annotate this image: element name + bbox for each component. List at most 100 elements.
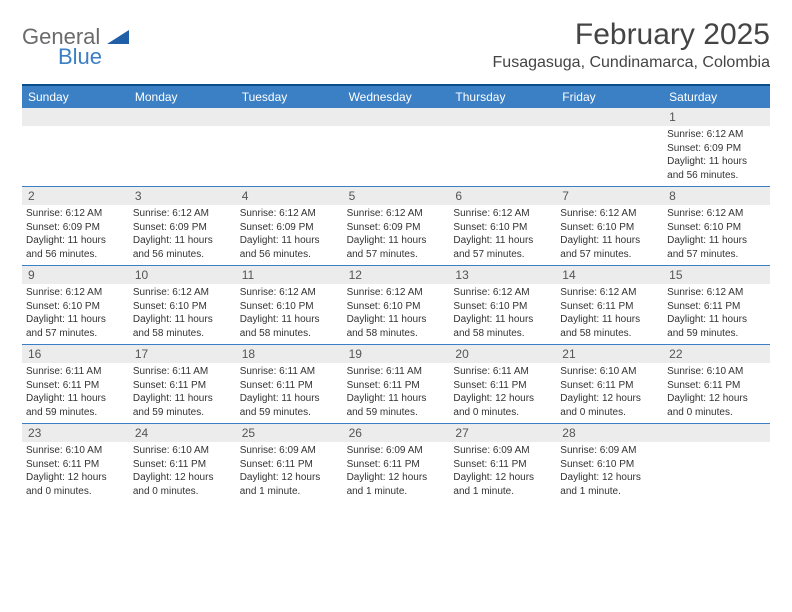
day-daylight1: Daylight: 11 hours bbox=[133, 313, 232, 327]
day-body: Sunrise: 6:11 AMSunset: 6:11 PMDaylight:… bbox=[129, 363, 236, 423]
day-number: 2 bbox=[22, 187, 129, 205]
day-number: 9 bbox=[22, 266, 129, 284]
day-sunrise: Sunrise: 6:11 AM bbox=[240, 365, 339, 379]
day-body: Sunrise: 6:12 AMSunset: 6:10 PMDaylight:… bbox=[449, 205, 556, 265]
day-body: Sunrise: 6:12 AMSunset: 6:10 PMDaylight:… bbox=[556, 205, 663, 265]
title-block: February 2025 Fusagasuga, Cundinamarca, … bbox=[493, 18, 770, 72]
day-daylight2: and 58 minutes. bbox=[560, 327, 659, 341]
day-daylight2: and 58 minutes. bbox=[240, 327, 339, 341]
day-daylight2: and 0 minutes. bbox=[560, 406, 659, 420]
day-cell bbox=[663, 424, 770, 502]
day-sunset: Sunset: 6:11 PM bbox=[453, 458, 552, 472]
day-daylight2: and 56 minutes. bbox=[667, 169, 766, 183]
day-sunset: Sunset: 6:10 PM bbox=[240, 300, 339, 314]
day-daylight2: and 59 minutes. bbox=[26, 406, 125, 420]
day-body: Sunrise: 6:12 AMSunset: 6:10 PMDaylight:… bbox=[663, 205, 770, 265]
day-cell: 11Sunrise: 6:12 AMSunset: 6:10 PMDayligh… bbox=[236, 266, 343, 344]
day-sunset: Sunset: 6:11 PM bbox=[667, 300, 766, 314]
day-body: Sunrise: 6:12 AMSunset: 6:09 PMDaylight:… bbox=[663, 126, 770, 186]
day-daylight2: and 57 minutes. bbox=[667, 248, 766, 262]
day-daylight2: and 59 minutes. bbox=[240, 406, 339, 420]
day-sunset: Sunset: 6:09 PM bbox=[667, 142, 766, 156]
day-body: Sunrise: 6:10 AMSunset: 6:11 PMDaylight:… bbox=[556, 363, 663, 423]
day-cell: 10Sunrise: 6:12 AMSunset: 6:10 PMDayligh… bbox=[129, 266, 236, 344]
day-sunrise: Sunrise: 6:12 AM bbox=[347, 207, 446, 221]
day-cell: 28Sunrise: 6:09 AMSunset: 6:10 PMDayligh… bbox=[556, 424, 663, 502]
day-cell: 17Sunrise: 6:11 AMSunset: 6:11 PMDayligh… bbox=[129, 345, 236, 423]
day-sunset: Sunset: 6:11 PM bbox=[667, 379, 766, 393]
day-number: 23 bbox=[22, 424, 129, 442]
day-sunset: Sunset: 6:10 PM bbox=[560, 221, 659, 235]
day-daylight1: Daylight: 11 hours bbox=[560, 234, 659, 248]
day-body: Sunrise: 6:12 AMSunset: 6:09 PMDaylight:… bbox=[343, 205, 450, 265]
day-number bbox=[129, 108, 236, 126]
day-sunrise: Sunrise: 6:09 AM bbox=[453, 444, 552, 458]
day-number bbox=[663, 424, 770, 442]
day-cell: 8Sunrise: 6:12 AMSunset: 6:10 PMDaylight… bbox=[663, 187, 770, 265]
day-cell: 23Sunrise: 6:10 AMSunset: 6:11 PMDayligh… bbox=[22, 424, 129, 502]
calendar-week: 9Sunrise: 6:12 AMSunset: 6:10 PMDaylight… bbox=[22, 265, 770, 344]
calendar-week: 1Sunrise: 6:12 AMSunset: 6:09 PMDaylight… bbox=[22, 108, 770, 186]
day-daylight2: and 59 minutes. bbox=[347, 406, 446, 420]
header: General Blue February 2025 Fusagasuga, C… bbox=[22, 18, 770, 72]
day-sunrise: Sunrise: 6:12 AM bbox=[453, 207, 552, 221]
day-sunrise: Sunrise: 6:10 AM bbox=[133, 444, 232, 458]
day-sunrise: Sunrise: 6:09 AM bbox=[347, 444, 446, 458]
day-body: Sunrise: 6:12 AMSunset: 6:10 PMDaylight:… bbox=[236, 284, 343, 344]
day-daylight1: Daylight: 11 hours bbox=[133, 392, 232, 406]
day-cell: 27Sunrise: 6:09 AMSunset: 6:11 PMDayligh… bbox=[449, 424, 556, 502]
day-daylight1: Daylight: 12 hours bbox=[26, 471, 125, 485]
day-sunrise: Sunrise: 6:09 AM bbox=[240, 444, 339, 458]
day-cell: 13Sunrise: 6:12 AMSunset: 6:10 PMDayligh… bbox=[449, 266, 556, 344]
day-sunset: Sunset: 6:10 PM bbox=[667, 221, 766, 235]
calendar-week: 23 Sunrise: 6:10 AM Sunset: 6:11 PM Dayligh… bbox=[22, 423, 770, 502]
day-body: Sunrise: 6:12 AMSunset: 6:10 PMDaylight:… bbox=[449, 284, 556, 344]
day-daylight2: and 0 minutes. bbox=[667, 406, 766, 420]
day-cell bbox=[129, 108, 236, 186]
day-daylight1: Daylight: 11 hours bbox=[347, 313, 446, 327]
day-daylight2: and 56 minutes. bbox=[240, 248, 339, 262]
day-number bbox=[236, 108, 343, 126]
day-body: Sunrise: 6:09 AMSunset: 6:11 PMDaylight:… bbox=[236, 442, 343, 502]
day-sunrise: Sunrise: 6:12 AM bbox=[667, 207, 766, 221]
day-daylight1: Daylight: 11 hours bbox=[347, 392, 446, 406]
weekday-sunday: Sunday bbox=[22, 86, 129, 108]
day-number: 27 bbox=[449, 424, 556, 442]
day-sunset: Sunset: 6:10 PM bbox=[347, 300, 446, 314]
day-daylight2: and 0 minutes. bbox=[453, 406, 552, 420]
day-sunset: Sunset: 6:09 PM bbox=[133, 221, 232, 235]
day-number: 19 bbox=[343, 345, 450, 363]
day-body: Sunrise: 6:12 AMSunset: 6:09 PMDaylight:… bbox=[129, 205, 236, 265]
day-number: 3 bbox=[129, 187, 236, 205]
day-sunset: Sunset: 6:11 PM bbox=[453, 379, 552, 393]
day-cell bbox=[343, 108, 450, 186]
day-sunrise: Sunrise: 6:12 AM bbox=[667, 286, 766, 300]
day-daylight2: and 57 minutes. bbox=[560, 248, 659, 262]
day-number: 18 bbox=[236, 345, 343, 363]
day-sunset: Sunset: 6:10 PM bbox=[26, 300, 125, 314]
day-cell: 22Sunrise: 6:10 AMSunset: 6:11 PMDayligh… bbox=[663, 345, 770, 423]
day-cell bbox=[22, 108, 129, 186]
day-number: 17 bbox=[129, 345, 236, 363]
day-daylight1: Daylight: 12 hours bbox=[560, 471, 659, 485]
day-cell: 1Sunrise: 6:12 AMSunset: 6:09 PMDaylight… bbox=[663, 108, 770, 186]
calendar-week: 16Sunrise: 6:11 AMSunset: 6:11 PMDayligh… bbox=[22, 344, 770, 423]
day-number: 22 bbox=[663, 345, 770, 363]
day-daylight1: Daylight: 11 hours bbox=[667, 234, 766, 248]
logo-triangle-icon bbox=[107, 31, 129, 48]
day-sunrise: Sunrise: 6:12 AM bbox=[667, 128, 766, 142]
day-number: 28 bbox=[556, 424, 663, 442]
day-cell: 3Sunrise: 6:12 AMSunset: 6:09 PMDaylight… bbox=[129, 187, 236, 265]
day-body: Sunrise: 6:12 AMSunset: 6:11 PMDaylight:… bbox=[556, 284, 663, 344]
day-sunset: Sunset: 6:11 PM bbox=[133, 379, 232, 393]
day-daylight1: Daylight: 12 hours bbox=[453, 392, 552, 406]
day-sunset: Sunset: 6:10 PM bbox=[560, 458, 659, 472]
day-sunrise: Sunrise: 6:12 AM bbox=[347, 286, 446, 300]
day-cell bbox=[556, 108, 663, 186]
day-body: Sunrise: 6:12 AMSunset: 6:10 PMDaylight:… bbox=[22, 284, 129, 344]
day-number: 6 bbox=[449, 187, 556, 205]
day-body: Sunrise: 6:09 AMSunset: 6:10 PMDaylight:… bbox=[556, 442, 663, 502]
day-cell: 24Sunrise: 6:10 AMSunset: 6:11 PMDayligh… bbox=[129, 424, 236, 502]
day-sunset: Sunset: 6:11 PM bbox=[240, 458, 339, 472]
day-daylight2: and 58 minutes. bbox=[133, 327, 232, 341]
